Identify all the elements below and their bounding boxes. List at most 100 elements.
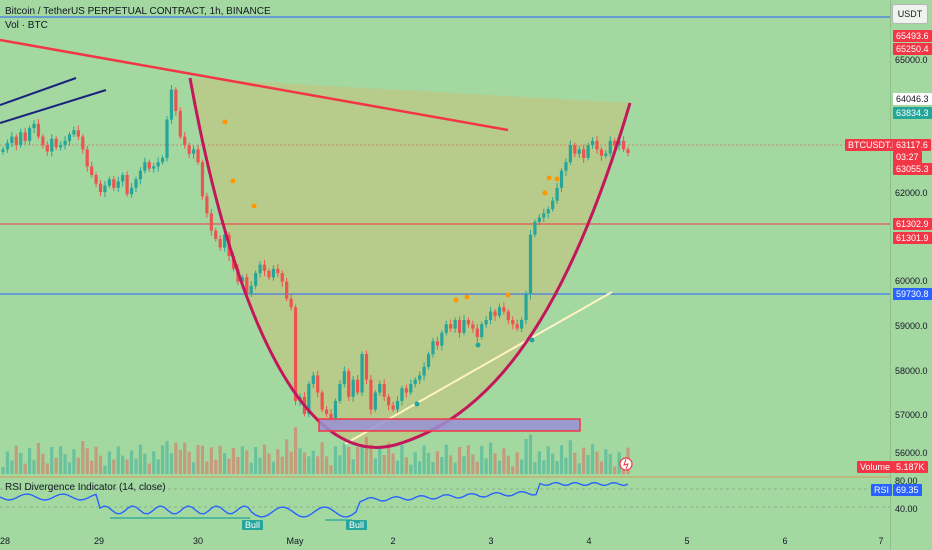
volume-bar <box>10 460 14 474</box>
volume-bar <box>103 465 107 474</box>
candle-body <box>435 341 439 346</box>
candle-body <box>147 162 151 169</box>
candle-body <box>262 264 267 271</box>
volume-bar <box>165 441 169 474</box>
alert-clock-icon[interactable] <box>619 457 633 471</box>
badge-countdown: 03:27 <box>893 151 922 163</box>
volume-bar <box>223 453 227 474</box>
price-tick-60000: 60000.0 <box>895 276 928 286</box>
volume-bar <box>480 446 484 474</box>
volume-bar <box>129 450 134 474</box>
rsi-line <box>0 481 629 518</box>
candle-body <box>103 185 107 193</box>
volume-bar <box>426 453 431 474</box>
volume-bar <box>231 448 236 474</box>
volume-bar <box>112 459 116 474</box>
time-tick-2: 2 <box>390 536 396 546</box>
volume-bar <box>559 445 564 474</box>
candle-body <box>85 149 89 167</box>
volume-bar <box>524 439 528 474</box>
candle-body <box>178 111 182 137</box>
volume-bar <box>209 447 213 474</box>
volume-bar <box>537 451 541 474</box>
candle-body <box>395 401 400 410</box>
candle-body <box>369 379 373 410</box>
volume-bar <box>125 459 129 474</box>
candle-body <box>338 383 342 402</box>
volume-bar <box>27 448 32 474</box>
volume-bar <box>431 462 435 474</box>
candle-body <box>528 234 533 295</box>
volume-bar <box>617 452 621 474</box>
candle-body <box>373 392 377 410</box>
candle-body <box>183 136 187 146</box>
candle-body <box>187 145 191 154</box>
volume-bar <box>435 451 439 474</box>
volume-bar <box>546 446 550 474</box>
candle-body <box>76 130 80 137</box>
volume-bar <box>107 451 111 474</box>
descending-trendline[interactable] <box>0 38 509 132</box>
volume-bar <box>32 460 36 474</box>
candle-body <box>174 89 178 112</box>
volume-bar <box>497 460 502 474</box>
candle-body <box>564 162 568 171</box>
volume-bar <box>493 453 497 474</box>
time-tick-4: 4 <box>586 536 592 546</box>
candle-body <box>356 379 360 393</box>
candle-body <box>307 383 311 414</box>
badge-blue-level: 59730.8 <box>893 288 932 300</box>
volume-bar <box>564 457 568 474</box>
candle-body <box>599 149 604 156</box>
support-zone-box[interactable] <box>318 418 581 432</box>
volume-bar <box>333 446 338 474</box>
candle-body <box>50 138 54 152</box>
candle-body <box>240 277 244 282</box>
volume-bar <box>262 444 267 474</box>
badge-price-2: 63055.3 <box>893 163 932 175</box>
candle-body <box>5 143 10 150</box>
volume-bar <box>604 449 608 474</box>
time-tick-29: 29 <box>93 536 105 546</box>
candle-body <box>484 320 488 325</box>
volume-bar <box>147 463 151 474</box>
candle-body <box>582 149 586 158</box>
volume-bar <box>457 447 462 474</box>
volume-bar <box>196 445 200 474</box>
volume-bar <box>72 449 76 474</box>
candle-body <box>72 130 76 135</box>
volume-bar <box>329 465 333 474</box>
candle-body <box>418 375 422 380</box>
volume-bar <box>555 461 559 474</box>
candle-body <box>160 157 165 163</box>
volume-bar <box>488 442 493 474</box>
channel-line-lower[interactable] <box>0 89 107 124</box>
price-tick-62000: 62000.0 <box>895 188 928 198</box>
badge-high-2: 65250.4 <box>893 43 932 55</box>
candle-body <box>444 324 448 333</box>
volume-bar <box>369 444 373 474</box>
candle-body <box>546 209 550 214</box>
candle-body <box>112 179 116 188</box>
badge-red-level-2: 61301.9 <box>893 232 932 244</box>
candle-body <box>293 307 298 402</box>
badge-symbol: BTCUSDT.P <box>845 139 902 151</box>
volume-bar <box>63 454 67 474</box>
channel-line-upper[interactable] <box>0 77 77 106</box>
volume-bar <box>418 461 422 474</box>
price-axis[interactable]: 65000.0 62000.0 60000.0 59000.0 58000.0 … <box>890 0 932 550</box>
candle-body <box>360 354 364 393</box>
volume-bar <box>342 443 346 474</box>
candle-body <box>342 371 346 384</box>
candle-body <box>537 217 541 222</box>
volume-bar <box>249 462 253 474</box>
cup-curve[interactable] <box>188 77 632 449</box>
currency-button[interactable]: USDT <box>892 4 928 24</box>
rsi-tick-40: 40.00 <box>895 504 918 514</box>
volume-bar <box>289 451 293 474</box>
volume-bar <box>528 434 533 474</box>
main-chart[interactable] <box>0 0 890 550</box>
candle-body <box>480 324 484 338</box>
volume-bar <box>573 452 577 474</box>
candle-body <box>129 187 134 195</box>
